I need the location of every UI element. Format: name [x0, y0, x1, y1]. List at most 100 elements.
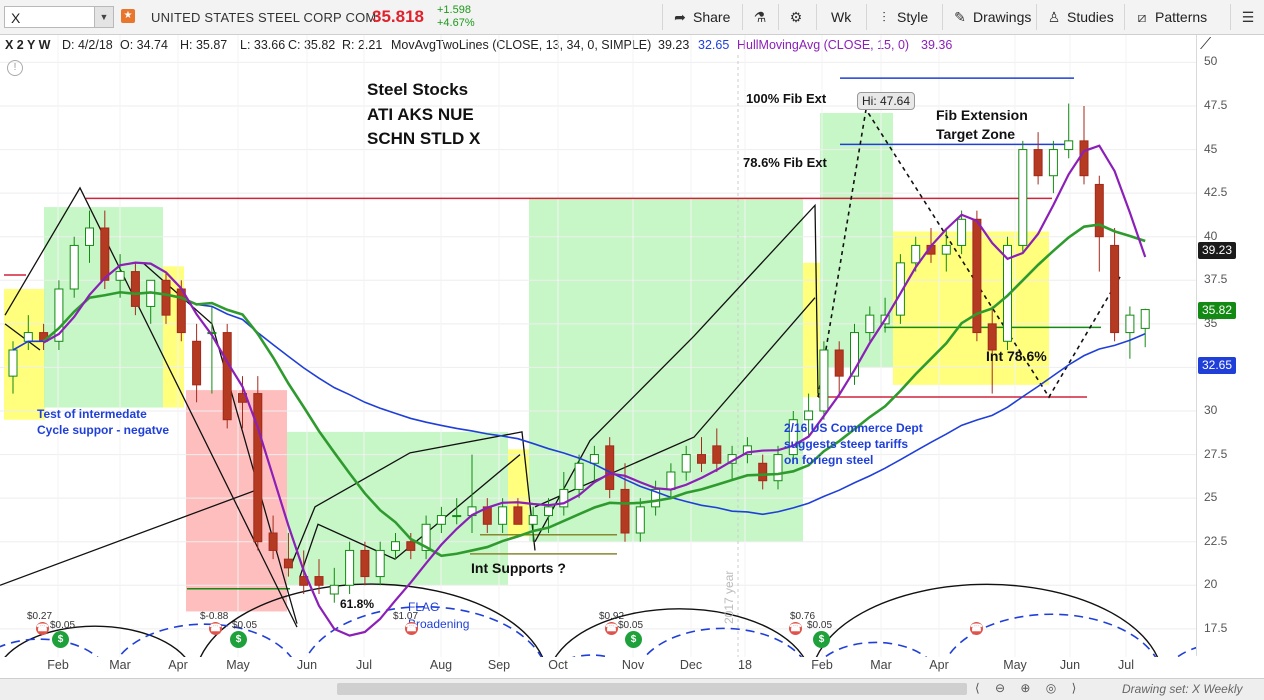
price-axis[interactable]	[1196, 35, 1264, 656]
info-icon[interactable]: !	[7, 60, 23, 76]
candles-icon: ⫶	[882, 9, 886, 25]
zone-box	[803, 262, 820, 398]
y-tick-label: 45	[1204, 141, 1218, 156]
zoom-controls-icon[interactable]: ⟨ ⊖ ⊕ ◎ ⟩	[975, 681, 1083, 695]
candle-body	[192, 340, 202, 386]
drawings-button[interactable]: ✎ Drawings	[942, 4, 1036, 30]
favorite-icon[interactable]: ★	[121, 9, 135, 23]
y-tick-label: 35	[1204, 315, 1218, 330]
menu-button[interactable]: ☰	[1230, 4, 1264, 30]
ma-study-label[interactable]: MovAvgTwoLines (CLOSE, 13, 34, 0, SIMPLE…	[391, 38, 652, 52]
candle-body	[1064, 140, 1074, 151]
commerce-note-1: 2/16 US Commerce Dept	[784, 421, 923, 435]
price-tag: 39.23	[1198, 242, 1236, 260]
earnings-icon[interactable]: ☎	[970, 622, 983, 635]
event-value-label: $0.76	[790, 611, 816, 622]
candle-body	[697, 454, 706, 464]
x-tick-label: Jul	[356, 658, 372, 672]
chevron-down-icon[interactable]: ▼	[94, 7, 113, 27]
candle-body	[360, 549, 370, 578]
bottom-scrollbar[interactable]: ⟨ ⊖ ⊕ ◎ ⟩ Drawing set: X Weekly	[0, 678, 1264, 700]
symbol-input[interactable]: X ▼	[4, 6, 114, 28]
x-tick-label: Jul	[1118, 658, 1134, 672]
gear-icon: ⚙	[789, 9, 803, 25]
candle-body	[528, 515, 538, 525]
event-value-label: $0.05	[807, 620, 833, 631]
cycle-arc	[554, 608, 805, 657]
fib-786-label: 78.6% Fib Ext	[743, 155, 827, 170]
candle-body	[1018, 149, 1028, 246]
change-percent: +4.67%	[437, 17, 475, 29]
candle-body	[1079, 140, 1089, 177]
earnings-icon[interactable]: ☎	[36, 622, 49, 635]
commerce-note-2: suggests steep tariffs	[784, 437, 909, 451]
dividend-icon[interactable]: $	[625, 631, 642, 648]
share-button[interactable]: ➦ Share	[662, 4, 742, 30]
flask-button[interactable]: ⚗	[742, 4, 778, 30]
style-button[interactable]: ⫶ Style	[866, 4, 942, 30]
timeframe-button[interactable]: Wk	[816, 4, 866, 30]
event-value-label: $0.05	[50, 620, 76, 631]
annotation-title-1: Steel Stocks	[367, 80, 469, 99]
style-label: Style	[897, 9, 929, 25]
hull-value: 39.36	[921, 38, 953, 52]
candle-body	[1125, 314, 1135, 334]
x-tick-label: Apr	[929, 658, 949, 672]
candle-body	[559, 488, 569, 508]
dividend-icon[interactable]: $	[813, 631, 830, 648]
patterns-label: Patterns	[1155, 9, 1208, 25]
hull-study-label[interactable]: HullMovingAvg (CLOSE, 15, 0)	[737, 38, 910, 52]
event-value-label: $0.05	[618, 620, 644, 631]
y-tick-label: 17.5	[1204, 620, 1228, 635]
candle-body	[773, 454, 783, 482]
candle-body	[1110, 244, 1120, 334]
candle-body	[834, 349, 844, 377]
high-info: H: 35.87	[180, 38, 228, 52]
candle-body	[268, 532, 278, 551]
candle-body	[498, 506, 508, 525]
zone-box	[186, 390, 287, 612]
candle-body	[130, 271, 140, 307]
scrollbar-thumb[interactable]	[337, 683, 967, 695]
timeframe-info[interactable]: X 2 Y W	[5, 38, 51, 52]
candle-body	[712, 445, 722, 464]
x-tick-label: May	[1003, 658, 1027, 672]
dividend-icon[interactable]: $	[52, 631, 69, 648]
symbol-value: X	[11, 10, 21, 26]
share-icon: ➦	[674, 9, 686, 25]
candle-body	[452, 515, 462, 518]
candle-body	[742, 445, 752, 456]
dividend-icon[interactable]: $	[230, 631, 247, 648]
chart-type-icon[interactable]: ⟋	[1200, 36, 1212, 53]
x-tick-label: Oct	[548, 658, 568, 672]
candle-body	[345, 549, 355, 586]
y-tick-label: 37.5	[1204, 272, 1228, 287]
candle-body	[865, 314, 875, 334]
earnings-icon[interactable]: ☎	[789, 622, 802, 635]
earnings-icon[interactable]: ☎	[405, 622, 418, 635]
candle-body	[758, 462, 768, 482]
earnings-icon[interactable]: ☎	[605, 622, 618, 635]
x-tick-label: 18	[738, 658, 752, 672]
trend-line	[534, 203, 819, 543]
earnings-icon[interactable]: ☎	[209, 622, 222, 635]
y-tick-label: 22.5	[1204, 533, 1228, 548]
candle-body	[1094, 183, 1104, 238]
candle-body	[1033, 149, 1043, 177]
candle-body	[115, 271, 125, 281]
price-chart[interactable]	[0, 35, 1196, 657]
company-name: UNITED STATES STEEL CORP COM	[151, 10, 377, 25]
high-marker[interactable]: Hi: 47.64	[857, 92, 916, 110]
studies-button[interactable]: ♙ Studies	[1036, 4, 1124, 30]
cycle-arc-dashed	[1176, 646, 1196, 657]
y-tick-label: 27.5	[1204, 446, 1228, 461]
event-value-label: $1.07	[393, 611, 419, 622]
hull-ma-line	[43, 144, 1147, 637]
patterns-button[interactable]: ⧄ Patterns	[1124, 4, 1230, 30]
candle-body	[283, 558, 293, 569]
date-info: D: 4/2/18	[62, 38, 113, 52]
settings-button[interactable]: ⚙	[778, 4, 816, 30]
x-tick-label: Nov	[621, 658, 645, 672]
fib-100-label: 100% Fib Ext	[746, 91, 827, 106]
year-watermark: 2017 year	[722, 570, 736, 624]
